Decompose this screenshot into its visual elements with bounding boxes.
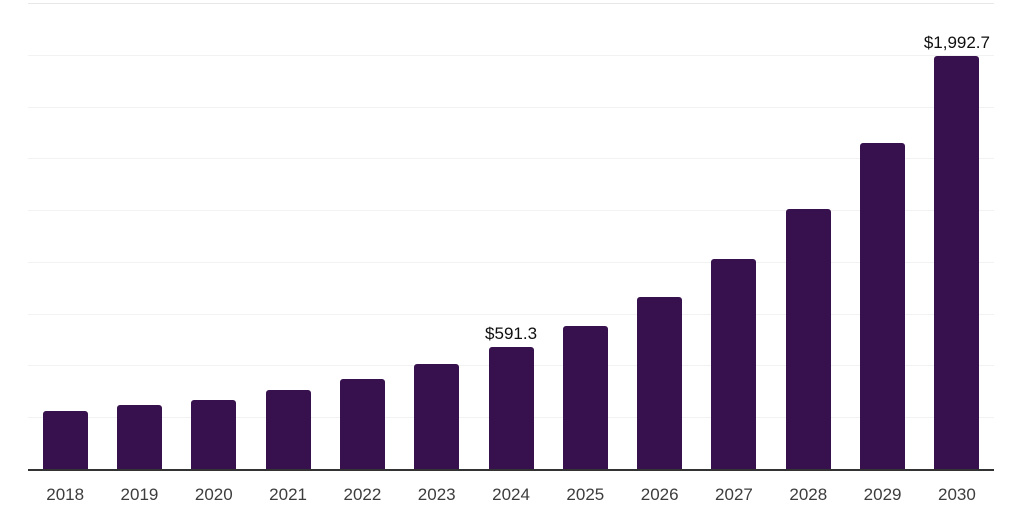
bar-2018 xyxy=(42,410,88,469)
bar-2027 xyxy=(711,259,757,469)
x-tick-label: 2021 xyxy=(269,485,307,504)
bar-group xyxy=(697,3,771,469)
bar-2029 xyxy=(860,143,906,469)
gridline xyxy=(28,3,994,4)
bar-group xyxy=(177,3,251,469)
x-tick-label: 2018 xyxy=(46,485,85,504)
x-axis-line xyxy=(28,469,994,471)
bar-group: $1,992.7 xyxy=(920,3,994,469)
bar-2022 xyxy=(339,379,385,469)
bar-group xyxy=(771,3,845,469)
x-tick-label: 2024 xyxy=(492,485,530,504)
bar-group xyxy=(548,3,622,469)
bar-2030 xyxy=(934,56,980,469)
bar-group xyxy=(400,3,474,469)
x-tick-label: 2027 xyxy=(715,485,753,504)
x-tick-label: 2026 xyxy=(640,485,679,504)
bar-value-label: $591.3 xyxy=(485,323,538,343)
bar-2026 xyxy=(637,296,683,469)
x-tick-label: 2025 xyxy=(566,485,605,504)
gridline xyxy=(28,106,994,108)
bar-group xyxy=(325,3,399,469)
bar-group xyxy=(845,3,919,469)
gridline xyxy=(28,54,994,56)
x-tick-label: 2029 xyxy=(863,485,902,504)
gridline xyxy=(28,261,994,263)
gridline xyxy=(28,158,994,160)
x-tick-label: 2019 xyxy=(120,485,159,504)
x-tick-label: 2030 xyxy=(937,485,976,504)
bar-2023 xyxy=(414,363,460,469)
gridline xyxy=(28,313,994,315)
bar-2021 xyxy=(265,390,311,469)
bar-group xyxy=(28,3,102,469)
bar-2019 xyxy=(116,404,162,469)
x-tick-label: 2022 xyxy=(343,485,382,504)
bars-layer: $591.3 $1,992.7 xyxy=(28,3,994,469)
bar-group xyxy=(623,3,697,469)
bar-2024 xyxy=(488,346,534,469)
bar-group xyxy=(251,3,325,469)
x-axis-tick-labels: 2018 2019 2020 2021 2022 2023 2024 2025 2026 2027… xyxy=(28,486,994,503)
bar-2020 xyxy=(191,399,237,469)
bar-2025 xyxy=(562,325,608,469)
x-tick-label: 2020 xyxy=(194,485,233,504)
bar-group xyxy=(102,3,176,469)
bar-2028 xyxy=(785,209,831,469)
gridline xyxy=(28,210,994,212)
x-tick-label: 2028 xyxy=(789,485,828,504)
bar-group: $591.3 xyxy=(474,3,548,469)
x-tick-label: 2023 xyxy=(417,485,456,504)
bar-value-label: $1,992.7 xyxy=(923,33,990,53)
plot-area: $591.3 $1,992.7 xyxy=(28,3,994,469)
